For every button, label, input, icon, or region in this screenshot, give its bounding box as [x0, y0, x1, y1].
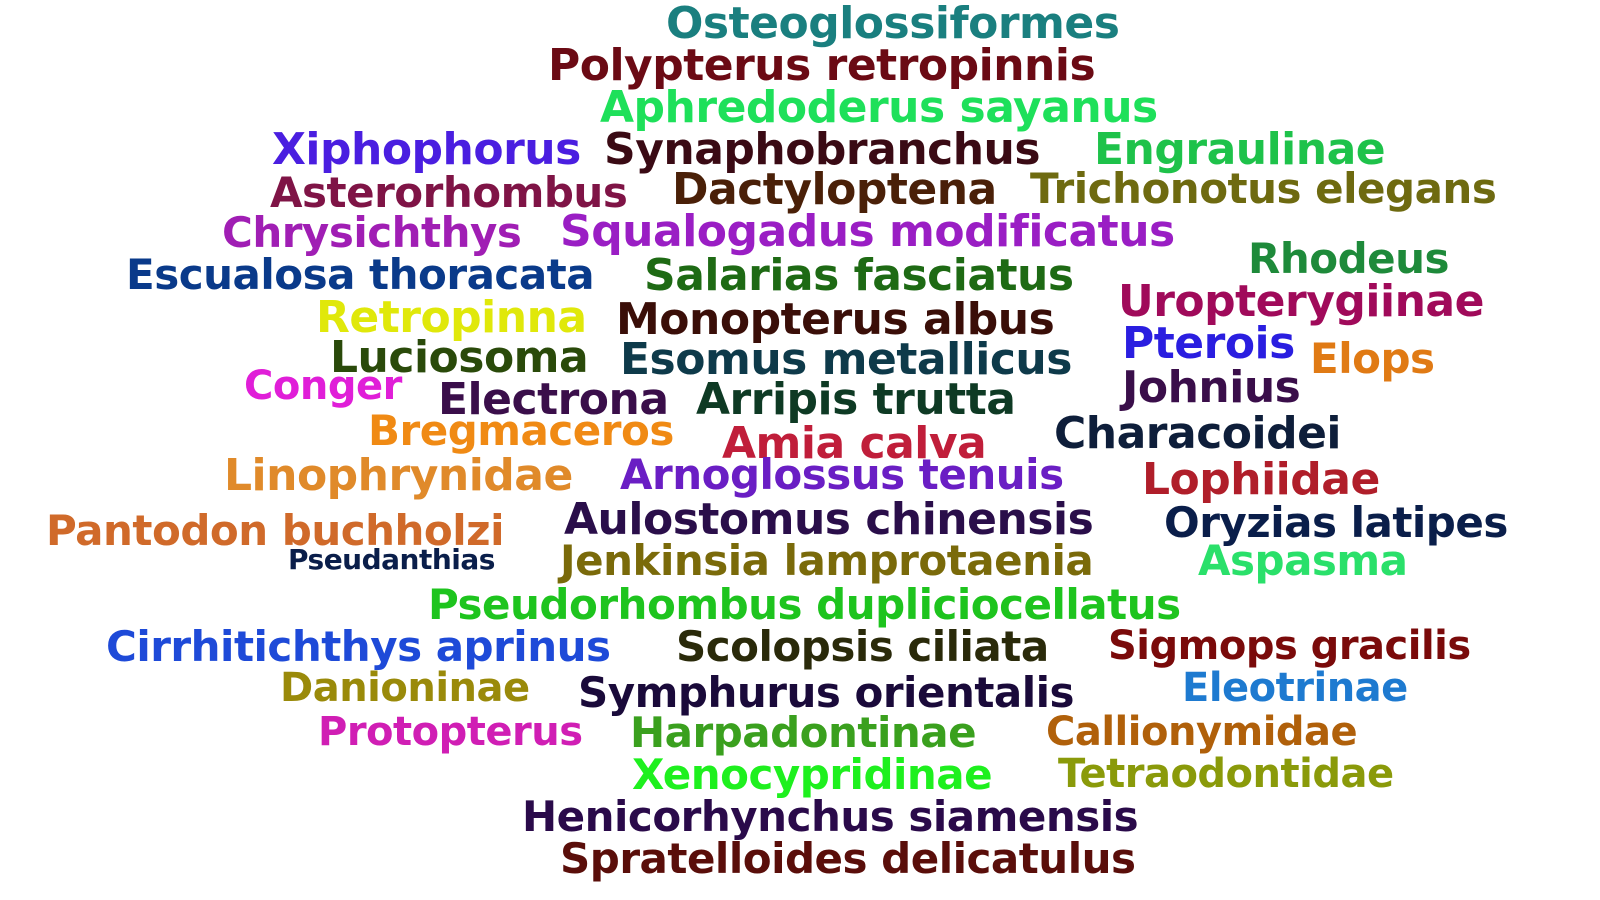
word-dactyloptena: Dactyloptena [672, 164, 997, 215]
word-polypterus-retropinnis: Polypterus retropinnis [548, 40, 1096, 91]
word-oryzias-latipes: Oryzias latipes [1164, 498, 1508, 547]
word-synaphobranchus: Synaphobranchus [604, 124, 1041, 175]
word-lophiidae: Lophiidae [1142, 454, 1380, 505]
word-eleotrinae: Eleotrinae [1182, 665, 1408, 711]
word-engraulinae: Engraulinae [1094, 124, 1386, 175]
word-harpadontinae: Harpadontinae [630, 708, 977, 757]
word-arripis-trutta: Arripis trutta [696, 374, 1016, 425]
word-chrysichthys: Chrysichthys [222, 208, 522, 257]
word-protopterus: Protopterus [318, 709, 583, 755]
word-pterois: Pterois [1122, 318, 1295, 369]
word-tetraodontidae: Tetraodontidae [1058, 751, 1394, 797]
word-scolopsis-ciliata: Scolopsis ciliata [676, 622, 1049, 671]
word-symphurus-orientalis: Symphurus orientalis [578, 668, 1075, 717]
word-uropterygiinae: Uropterygiinae [1118, 276, 1484, 327]
word-sigmops-gracilis: Sigmops gracilis [1108, 623, 1471, 669]
word-asterorhombus: Asterorhombus [270, 168, 628, 217]
word-aphredoderus-sayanus: Aphredoderus sayanus [600, 82, 1158, 133]
word-osteoglossiformes: Osteoglossiformes [666, 0, 1120, 49]
word-luciosoma: Luciosoma [330, 332, 589, 383]
word-rhodeus: Rhodeus [1248, 234, 1450, 283]
word-monopterus-albus: Monopterus albus [616, 294, 1055, 345]
word-pseudorhombus-dupliciocellatus: Pseudorhombus dupliciocellatus [428, 580, 1181, 629]
word-retropinna: Retropinna [316, 292, 587, 343]
word-elops: Elops [1310, 334, 1435, 383]
word-johnius: Johnius [1122, 362, 1301, 413]
word-jenkinsia-lamprotaenia: Jenkinsia lamprotaenia [560, 536, 1094, 585]
word-callionymidae: Callionymidae [1046, 709, 1358, 755]
word-xenocypridinae: Xenocypridinae [632, 750, 993, 799]
word-xiphophorus: Xiphophorus [272, 124, 581, 175]
word-pantodon-buchholzi: Pantodon buchholzi [46, 506, 505, 555]
word-henicorhynchus-siamensis: Henicorhynchus siamensis [522, 792, 1139, 841]
word-trichonotus-elegans: Trichonotus elegans [1030, 164, 1497, 213]
word-salarias-fasciatus: Salarias fasciatus [644, 250, 1074, 301]
word-conger: Conger [244, 363, 402, 409]
word-amia-calva: Amia calva [722, 418, 987, 469]
word-pseudanthias: Pseudanthias [288, 543, 495, 576]
word-cirrhitichthys-aprinus: Cirrhitichthys aprinus [106, 622, 611, 671]
word-aspasma: Aspasma [1198, 536, 1408, 585]
word-electrona: Electrona [438, 374, 669, 425]
word-arnoglossus-tenuis: Arnoglossus tenuis [620, 450, 1064, 499]
word-spratelloides-delicatulus: Spratelloides delicatulus [560, 834, 1136, 883]
word-squalogadus-modificatus: Squalogadus modificatus [560, 206, 1175, 257]
word-esomus-metallicus: Esomus metallicus [620, 334, 1072, 385]
word-aulostomus-chinensis: Aulostomus chinensis [564, 494, 1094, 545]
word-linophrynidae: Linophrynidae [224, 450, 573, 501]
word-escualosa-thoracata: Escualosa thoracata [126, 250, 595, 299]
word-characoidei: Characoidei [1054, 408, 1342, 459]
word-danioninae: Danioninae [280, 665, 530, 711]
word-bregmaceros: Bregmaceros [368, 406, 674, 455]
